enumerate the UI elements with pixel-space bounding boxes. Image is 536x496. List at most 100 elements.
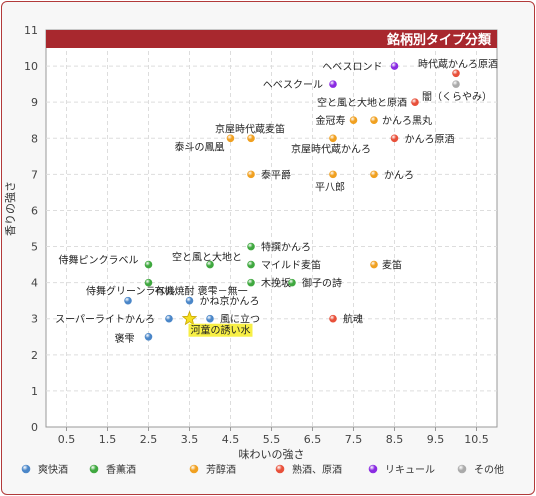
point-label: かんろ黒丸 [382,114,432,127]
point-label: 木挽坂 [261,277,291,290]
data-point [411,98,419,106]
data-point [247,134,255,143]
point-label: 侍舞ピンクラベル [59,255,139,267]
x-tick-label: 9.5 [427,433,445,446]
data-point [288,278,296,287]
highlight-label-bg [188,323,253,337]
point-label: 泰平爵 [261,168,291,181]
data-point [329,80,337,88]
x-tick-label: 2.5 [140,433,158,446]
data-point [370,170,378,179]
data-point [329,170,337,179]
y-tick-label: 7 [31,168,38,181]
x-axis-title: 味わいの強さ [239,448,305,461]
chart-title: 銘柄別タイプ分類 [387,32,492,48]
legend-marker [189,464,199,474]
legend-item-label: 爽快酒 [38,464,68,476]
point-label: マイルド麦笛 [261,259,321,272]
point-label: 闇（くらやみ） [422,91,492,103]
x-tick-label: 8.5 [386,433,404,446]
highlight-label: 河童の誘い水 [191,324,251,337]
x-tick-label: 6.5 [304,433,322,446]
data-point [124,296,132,305]
data-point [247,170,255,179]
data-point [370,260,378,269]
point-label: スーパーライトかんろ [55,314,155,326]
point-label: 空と風と大地と [172,251,242,264]
point-label: 麦笛 [382,259,402,272]
data-point [329,314,337,323]
data-point [247,278,255,287]
data-point [144,332,153,341]
point-label: かんろ原酒 [405,133,455,145]
legend-marker [275,464,285,474]
x-tick-label: 0.5 [58,433,76,446]
data-point [247,242,255,251]
point-label: 京屋時代蔵麦笛 [215,122,285,135]
y-tick-label: 4 [31,277,38,290]
legend-marker [457,464,467,474]
point-label: 航魂 [343,313,363,326]
point-label: 有機焼酎 褒雫－無一 [155,285,248,298]
x-tick-label: 4.5 [222,433,240,446]
data-point [226,134,235,143]
legend-marker [21,464,31,474]
title-bar [46,30,497,48]
point-label: 御子の詩 [302,277,342,290]
point-label: 褒雫 [115,332,135,345]
point-label: 時代蔵かんろ原酒 [418,57,498,70]
x-tick-label: 5.5 [263,433,281,446]
data-point [390,134,399,143]
legend-item-label: リキュール [385,465,435,476]
point-label: 特撰かんろ [261,241,311,254]
data-point [452,69,460,78]
data-point [452,80,460,88]
point-label: ヘベスクール [263,79,323,91]
y-tick-label: 1 [31,385,38,398]
y-tick-label: 8 [31,132,38,145]
x-tick-label: 10.5 [464,433,489,446]
y-tick-label: 0 [31,421,38,434]
highlight-star-marker [181,310,198,326]
y-tick-label: 10 [24,60,38,73]
point-label: かんろ [384,169,414,181]
y-tick-label: 6 [31,204,38,217]
y-axis-title: 香りの強さ [4,181,17,236]
data-point [247,260,255,269]
y-tick-label: 2 [31,349,38,362]
point-label: 京屋時代蔵かんろ [291,142,371,155]
data-point [370,116,378,125]
y-tick-label: 11 [24,24,38,37]
legend-marker [89,464,99,474]
point-label: 侍舞グリーンラベル [86,285,176,298]
x-tick-label: 7.5 [345,433,363,446]
data-point [206,314,214,323]
data-point [206,260,214,269]
data-point [165,314,173,323]
legend-item-label: 芳醇酒 [206,463,236,476]
y-tick-label: 9 [31,96,38,109]
y-tick-label: 5 [31,241,38,254]
point-label: 風に立つ [220,313,260,326]
point-label: 金冠寿 [316,114,346,127]
data-point [390,62,399,70]
data-point [144,260,153,269]
legend-item-label: 香薫酒 [106,463,136,476]
data-point [329,134,337,143]
legend-item-label: その他 [474,463,504,476]
point-label: 空と風と大地と原酒 [317,96,407,109]
x-tick-label: 1.5 [99,433,117,446]
data-point [185,296,194,305]
point-label: ヘベスロンド [322,61,382,73]
y-tick-label: 3 [31,313,38,326]
point-label: 平八郎 [315,180,345,193]
point-label: 泰斗の鳳凰 [175,140,225,153]
data-point [349,116,358,125]
legend-item-label: 熟酒、原酒 [292,463,342,476]
x-tick-label: 3.5 [181,433,199,446]
legend-marker [368,464,378,474]
data-point [144,278,153,287]
point-label: かね京かんろ [200,295,260,308]
